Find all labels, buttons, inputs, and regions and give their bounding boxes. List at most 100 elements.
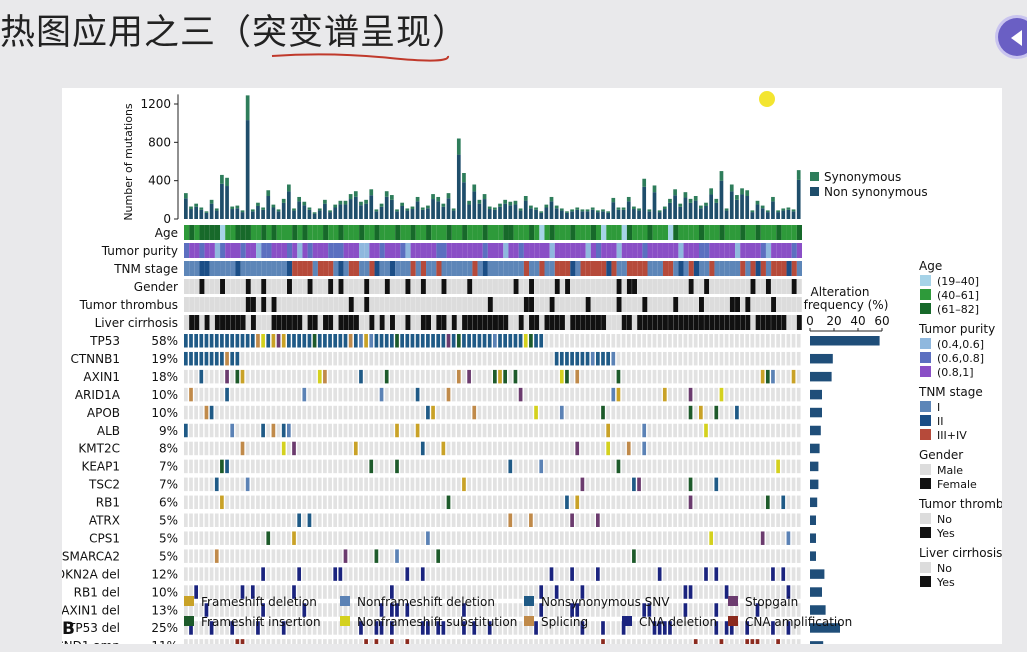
matrix-cell xyxy=(431,387,435,402)
clinical-cell xyxy=(554,261,560,276)
matrix-cell xyxy=(781,567,786,581)
matrix-cell xyxy=(302,585,307,599)
clinical-cell xyxy=(199,279,205,294)
clinical-cell xyxy=(436,279,442,294)
clinical-cell xyxy=(616,243,622,258)
matrix-cell xyxy=(709,621,714,635)
matrix-cell xyxy=(426,621,430,635)
clinical-cell xyxy=(245,243,251,258)
matrix-cell xyxy=(601,549,605,563)
next-slide-button[interactable] xyxy=(998,18,1027,56)
matrix-cell xyxy=(518,369,523,384)
matrix-cell xyxy=(544,531,549,545)
matrix-cell xyxy=(271,513,276,527)
matrix-cell xyxy=(745,441,750,456)
clinical-cell xyxy=(585,261,591,276)
matrix-cell xyxy=(353,387,358,402)
matrix-cell xyxy=(384,603,389,617)
matrix-cell xyxy=(477,405,482,420)
matrix-cell xyxy=(729,513,734,527)
matrix-cell xyxy=(214,585,219,599)
track-label: TNM stage xyxy=(113,262,178,276)
clinical-cell xyxy=(240,297,246,312)
matrix-cell xyxy=(632,459,636,474)
matrix-cell xyxy=(673,603,677,617)
matrix-cell xyxy=(596,639,600,644)
legend-swatch xyxy=(920,527,931,538)
matrix-cell xyxy=(292,441,296,456)
clinical-cell xyxy=(745,225,751,240)
matrix-cell xyxy=(333,334,338,348)
matrix-cell xyxy=(245,334,250,348)
matrix-cell xyxy=(292,531,296,545)
matrix-cell xyxy=(420,639,425,644)
matrix-cell xyxy=(369,405,374,420)
matrix-cell xyxy=(611,423,616,438)
matrix-cell xyxy=(482,477,487,492)
matrix-cell xyxy=(343,351,348,366)
matrix-cell xyxy=(204,621,209,635)
clinical-cell xyxy=(668,225,674,240)
mutation-legend-swatch xyxy=(728,616,738,626)
matrix-cell xyxy=(431,585,435,599)
matrix-cell xyxy=(616,639,621,644)
matrix-cell xyxy=(559,459,564,474)
matrix-cell xyxy=(472,513,477,527)
clinical-cell xyxy=(575,297,581,312)
bar-synonymous xyxy=(405,208,410,211)
matrix-cell xyxy=(199,459,204,474)
clinical-cell xyxy=(184,261,190,276)
bar-nonsynonymous xyxy=(446,198,451,219)
bar-nonsynonymous xyxy=(590,209,595,219)
matrix-cell xyxy=(225,334,229,348)
clinical-cell xyxy=(256,243,262,258)
matrix-cell xyxy=(225,585,229,599)
bar-nonsynonymous xyxy=(616,209,621,219)
matrix-cell xyxy=(776,459,780,474)
matrix-cell xyxy=(292,513,296,527)
matrix-cell xyxy=(735,369,739,384)
matrix-cell xyxy=(317,351,322,366)
clinical-cell xyxy=(235,261,241,276)
clinical-cell xyxy=(740,261,746,276)
matrix-cell xyxy=(204,334,209,348)
matrix-cell xyxy=(343,585,348,599)
frequency-bar xyxy=(810,515,816,525)
matrix-cell xyxy=(688,495,693,510)
matrix-cell xyxy=(534,441,538,456)
matrix-cell xyxy=(559,387,564,402)
matrix-cell xyxy=(544,369,549,384)
matrix-cell xyxy=(281,459,286,474)
clinical-cell xyxy=(482,261,488,276)
matrix-cell xyxy=(220,387,224,402)
matrix-cell xyxy=(328,334,332,348)
matrix-cell xyxy=(220,459,224,474)
bar-synonymous xyxy=(472,184,477,192)
matrix-cell xyxy=(632,531,636,545)
matrix-cell xyxy=(750,585,755,599)
matrix-cell xyxy=(786,405,791,420)
matrix-cell xyxy=(493,477,497,492)
bar-nonsynonymous xyxy=(508,205,513,219)
bar-nonsynonymous xyxy=(518,210,523,219)
bar-nonsynonymous xyxy=(420,209,425,219)
matrix-cell xyxy=(503,513,508,527)
matrix-cell xyxy=(565,441,569,456)
gene-percent: 5% xyxy=(159,531,178,545)
clinical-cell xyxy=(709,315,715,330)
clinical-cell xyxy=(755,279,761,294)
matrix-cell xyxy=(611,567,616,581)
clinical-cell xyxy=(379,279,385,294)
pointer-highlight xyxy=(759,91,775,107)
matrix-cell xyxy=(668,423,672,438)
matrix-cell xyxy=(724,441,729,456)
matrix-cell xyxy=(493,639,497,644)
matrix-cell xyxy=(287,369,291,384)
matrix-cell xyxy=(714,423,719,438)
gene-percent: 7% xyxy=(159,478,178,492)
matrix-cell xyxy=(199,477,204,492)
bar-synonymous xyxy=(493,207,497,210)
matrix-cell xyxy=(194,513,199,527)
matrix-cell xyxy=(369,567,374,581)
matrix-cell xyxy=(400,549,405,563)
